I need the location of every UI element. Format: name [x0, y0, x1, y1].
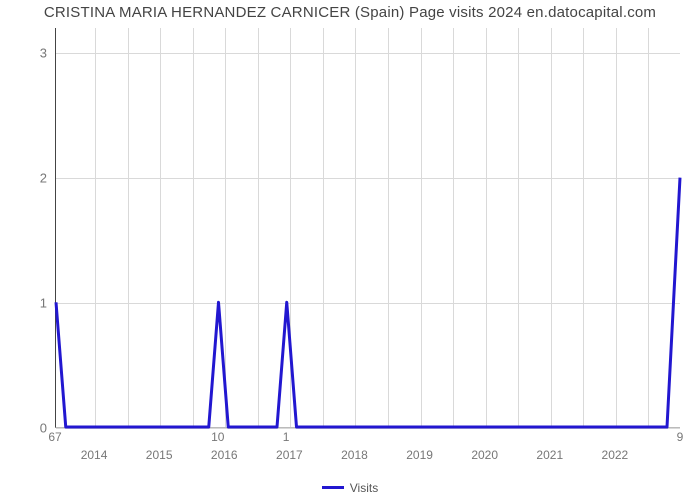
- chart-root: { "title": "CRISTINA MARIA HERNANDEZ CAR…: [0, 0, 700, 500]
- legend-label: Visits: [350, 481, 378, 495]
- x-tick-label: 2014: [81, 448, 108, 462]
- x-tick-label: 2016: [211, 448, 238, 462]
- line-series: [56, 28, 680, 427]
- x-tick-label: 2017: [276, 448, 303, 462]
- x-tick-label: 2019: [406, 448, 433, 462]
- x-tick-label: 2018: [341, 448, 368, 462]
- x-tick-label: 2021: [536, 448, 563, 462]
- x-tick-label: 2020: [471, 448, 498, 462]
- y-tick-label: 3: [27, 46, 47, 61]
- plot-area: [55, 28, 680, 428]
- y-tick-label: 1: [27, 296, 47, 311]
- y-tick-label: 0: [27, 421, 47, 436]
- y-tick-label: 2: [27, 171, 47, 186]
- chart-title: CRISTINA MARIA HERNANDEZ CARNICER (Spain…: [0, 4, 700, 21]
- value-label: 1: [283, 430, 290, 444]
- value-label: 10: [211, 430, 224, 444]
- x-tick-label: 2015: [146, 448, 173, 462]
- legend-swatch: [322, 486, 344, 489]
- legend: Visits: [0, 476, 700, 495]
- x-tick-label: 2022: [602, 448, 629, 462]
- value-label: 9: [677, 430, 684, 444]
- value-label: 67: [48, 430, 61, 444]
